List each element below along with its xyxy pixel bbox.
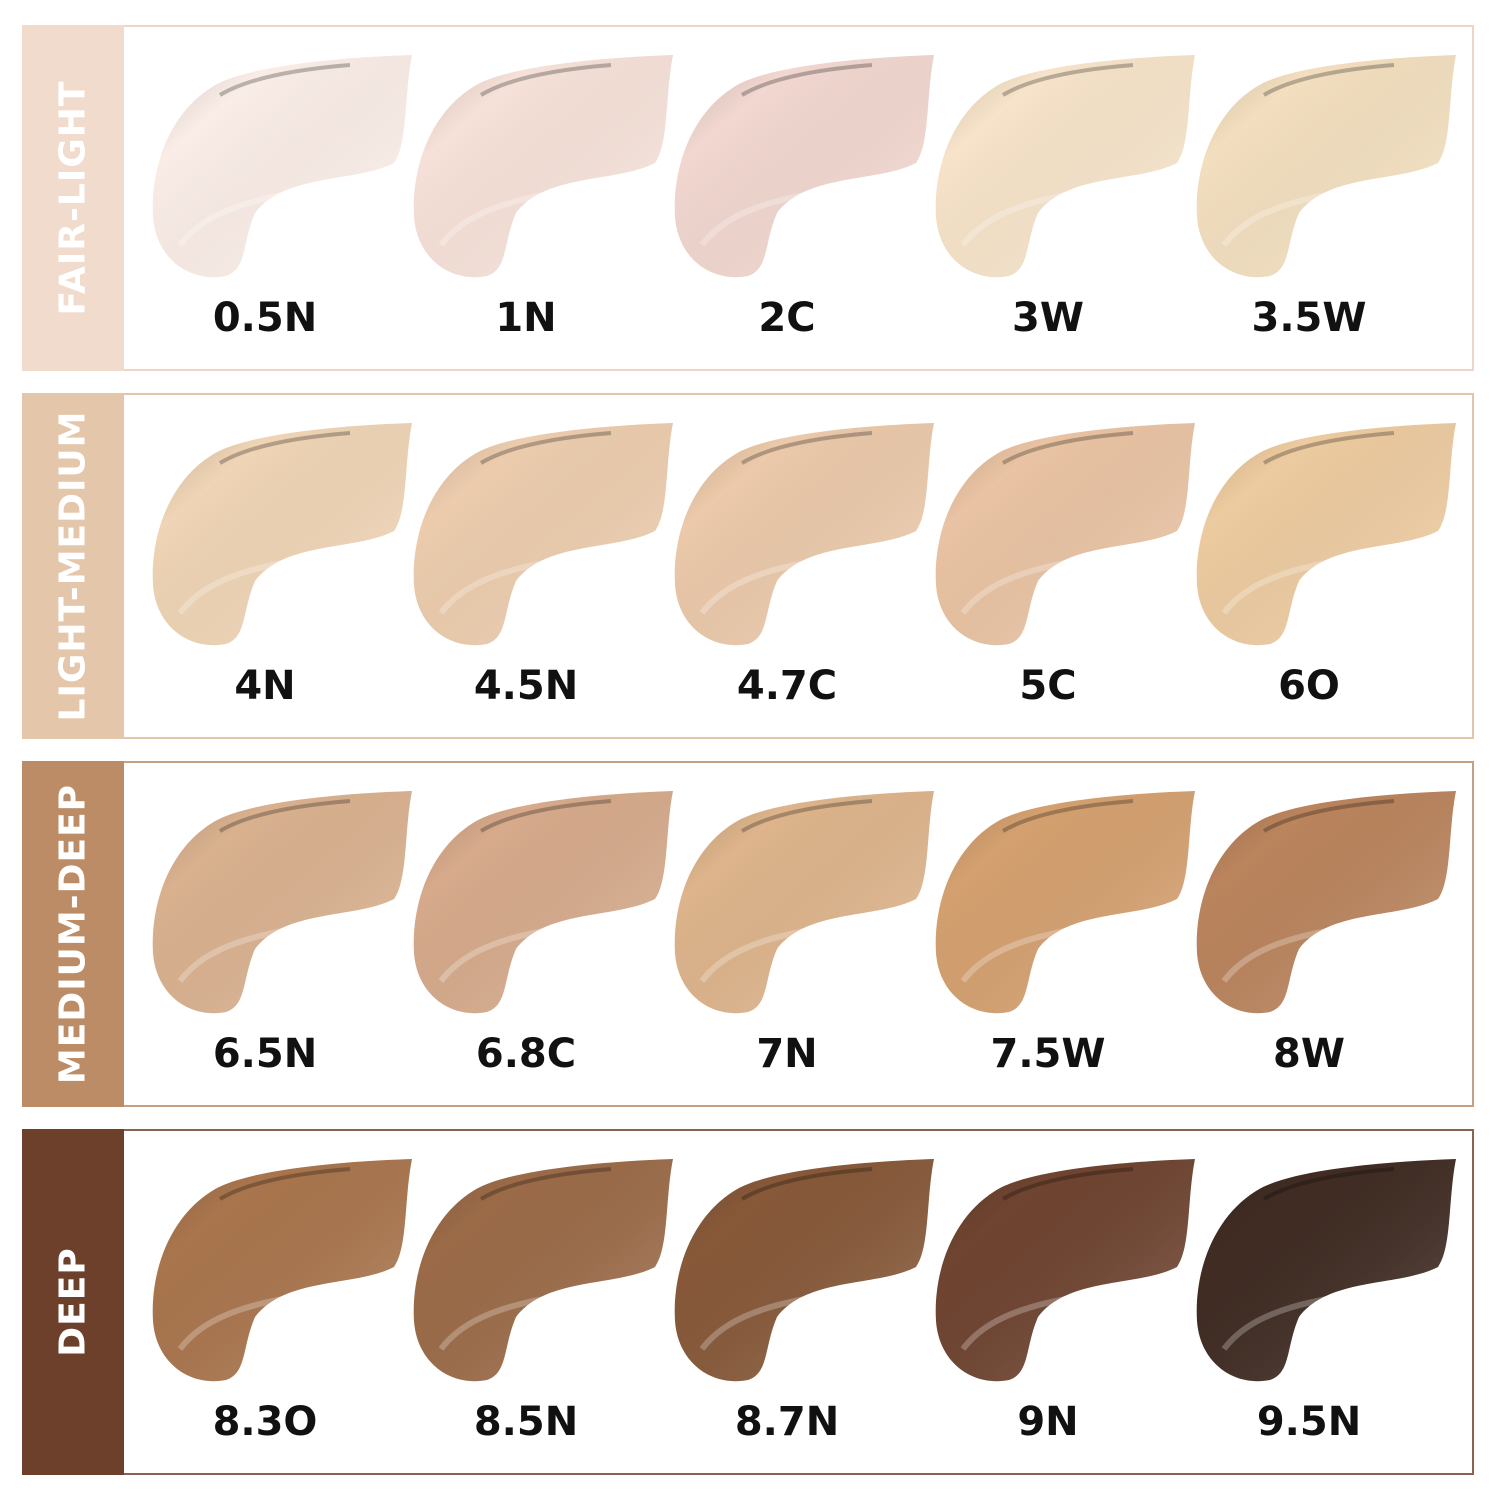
shade-code-label: 6.8C [475,1031,577,1077]
shade-swatch-item: 4.5N [411,423,673,753]
shade-swatch-item: 6O [1194,423,1456,753]
shade-code-label: 6O [1278,663,1340,709]
group-band: LIGHT-MEDIUM [22,393,124,739]
swatch-smear [413,791,673,1014]
shade-group-panel: LIGHT-MEDIUM 4N 4.5N 4.7C [22,393,1474,739]
swatch-smear [1196,423,1456,646]
shade-code-label: 1N [495,295,557,341]
shade-group-panel: DEEP 8.3O 8.5N 8.7N [22,1129,1474,1475]
shade-code-label: 2C [758,295,816,341]
shade-group-panel: FAIR-LIGHT 0.5N 1N 2C [22,25,1474,371]
shade-swatch-item: 7N [672,791,934,1121]
swatch-smear [674,55,934,278]
swatch-smear [674,1159,934,1382]
shade-code-label: 8.3O [212,1399,318,1445]
shade-code-label: 4.5N [473,663,579,709]
shade-code-label: 9.5N [1256,1399,1362,1445]
swatch-smear [152,1159,412,1382]
shade-code-label: 6.5N [212,1031,318,1077]
group-label: MEDIUM-DEEP [52,783,94,1085]
group-label: LIGHT-MEDIUM [52,410,94,722]
swatch-smear [152,791,412,1014]
shade-code-label: 8.5N [473,1399,579,1445]
shade-swatch-item: 3.5W [1194,55,1456,385]
shade-swatch-item: 8.3O [150,1159,412,1489]
swatch-smear [935,423,1195,646]
shade-code-label: 3.5W [1251,295,1367,341]
swatch-smear [1196,55,1456,278]
shade-code-label: 8.7N [734,1399,840,1445]
shade-swatch-item: 7.5W [933,791,1195,1121]
shade-code-label: 4N [234,663,296,709]
swatch-smear [935,55,1195,278]
shade-code-label: 7N [756,1031,818,1077]
shade-code-label: 8W [1273,1031,1345,1077]
shade-swatch-item: 4.7C [672,423,934,753]
swatch-smear [674,423,934,646]
group-band: FAIR-LIGHT [22,25,124,371]
shade-swatch-item: 5C [933,423,1195,753]
group-band: DEEP [22,1129,124,1475]
shade-group-panel: MEDIUM-DEEP 6.5N 6.8C 7N [22,761,1474,1107]
shade-swatch-item: 6.8C [411,791,673,1121]
group-band: MEDIUM-DEEP [22,761,124,1107]
shade-swatch-item: 0.5N [150,55,412,385]
shade-swatch-item: 9.5N [1194,1159,1456,1489]
shade-swatch-item: 6.5N [150,791,412,1121]
swatch-smear [413,55,673,278]
group-label: DEEP [52,1247,94,1357]
shade-swatch-item: 3W [933,55,1195,385]
shade-code-label: 9N [1017,1399,1079,1445]
shade-code-label: 0.5N [212,295,318,341]
shade-code-label: 5C [1019,663,1077,709]
shade-swatch-item: 4N [150,423,412,753]
shade-code-label: 3W [1012,295,1084,341]
swatch-smear [152,55,412,278]
shade-swatch-item: 8.5N [411,1159,673,1489]
swatch-smear [413,423,673,646]
shade-code-label: 7.5W [990,1031,1106,1077]
shade-code-label: 4.7C [736,663,838,709]
swatch-smear [1196,791,1456,1014]
swatch-smear [1196,1159,1456,1382]
shade-swatch-item: 2C [672,55,934,385]
swatch-smear [674,791,934,1014]
swatch-smear [935,1159,1195,1382]
shade-swatch-item: 8W [1194,791,1456,1121]
shade-swatch-item: 8.7N [672,1159,934,1489]
group-label: FAIR-LIGHT [52,80,94,316]
shade-swatch-item: 1N [411,55,673,385]
swatch-smear [935,791,1195,1014]
swatch-smear [152,423,412,646]
swatch-smear [413,1159,673,1382]
shade-swatch-item: 9N [933,1159,1195,1489]
